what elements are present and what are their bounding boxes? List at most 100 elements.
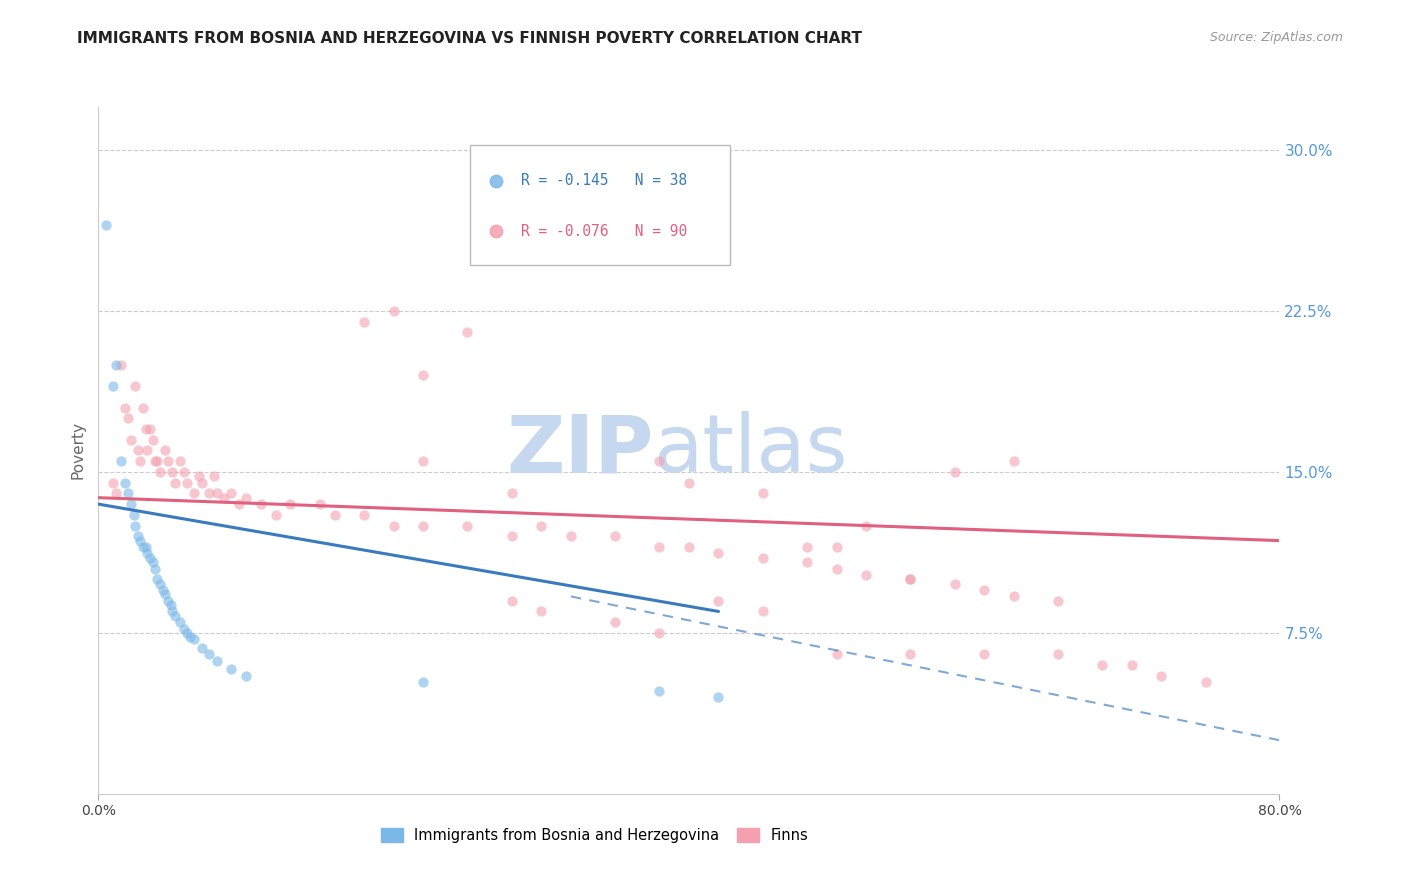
Point	[114, 475, 136, 490]
Point	[183, 632, 205, 647]
Point	[114, 401, 136, 415]
Point	[678, 475, 700, 490]
Point	[132, 401, 155, 415]
Point	[530, 604, 553, 618]
Point	[136, 443, 159, 458]
Point	[501, 486, 523, 500]
Point	[149, 465, 172, 479]
Point	[110, 358, 132, 372]
Point	[648, 683, 671, 698]
Point	[900, 572, 922, 586]
Point	[124, 379, 146, 393]
Point	[110, 454, 132, 468]
Point	[309, 497, 332, 511]
Point	[143, 561, 166, 575]
Point	[153, 587, 176, 601]
Point	[1002, 590, 1025, 604]
Point	[235, 491, 257, 505]
Point	[900, 572, 922, 586]
Point	[1046, 648, 1070, 662]
Point	[973, 582, 995, 597]
Point	[135, 422, 157, 436]
Point	[1121, 658, 1143, 673]
Point	[128, 454, 150, 468]
Point	[142, 433, 165, 447]
Point	[678, 540, 700, 554]
Point	[135, 540, 157, 554]
Point	[501, 593, 523, 607]
Point	[105, 486, 128, 500]
Point	[159, 598, 181, 612]
Point	[1002, 454, 1025, 468]
Point	[120, 433, 142, 447]
Point	[382, 518, 405, 533]
Point	[1046, 593, 1070, 607]
Point	[143, 454, 166, 468]
Point	[707, 546, 730, 561]
Point	[139, 550, 162, 565]
Point	[176, 475, 198, 490]
Point	[250, 497, 273, 511]
Point	[169, 615, 191, 630]
Point	[752, 550, 775, 565]
Point	[187, 469, 209, 483]
Point	[752, 486, 775, 500]
Point	[943, 465, 966, 479]
Point	[94, 218, 117, 232]
Legend: Immigrants from Bosnia and Herzegovina, Finns: Immigrants from Bosnia and Herzegovina, …	[375, 822, 814, 848]
Point	[1195, 675, 1218, 690]
Point	[128, 533, 150, 548]
Point	[943, 576, 966, 591]
Point	[457, 518, 479, 533]
Point	[149, 576, 172, 591]
Point	[176, 626, 198, 640]
Text: ZIP: ZIP	[506, 411, 654, 490]
Point	[264, 508, 287, 522]
Point	[117, 486, 139, 500]
Point	[457, 326, 479, 340]
Point	[132, 540, 155, 554]
Point	[169, 454, 191, 468]
Point	[280, 497, 302, 511]
Point	[707, 690, 730, 705]
Point	[117, 411, 139, 425]
Text: atlas: atlas	[654, 411, 848, 490]
Point	[825, 540, 848, 554]
Point	[825, 648, 848, 662]
Point	[162, 465, 183, 479]
Point	[103, 379, 125, 393]
Point	[501, 529, 523, 543]
Point	[825, 561, 848, 575]
Point	[605, 164, 627, 178]
Point	[707, 593, 730, 607]
Point	[752, 604, 775, 618]
Text: R = -0.076   N = 90: R = -0.076 N = 90	[522, 224, 688, 239]
Text: R = -0.145   N = 38: R = -0.145 N = 38	[522, 173, 688, 188]
Y-axis label: Poverty: Poverty	[70, 421, 86, 480]
Point	[165, 608, 187, 623]
Point	[146, 572, 169, 586]
Point	[973, 648, 995, 662]
Point	[412, 368, 434, 383]
Point	[560, 529, 582, 543]
Point	[202, 469, 225, 483]
Point	[122, 508, 145, 522]
Point	[605, 529, 627, 543]
Point	[152, 582, 174, 597]
Point	[353, 508, 375, 522]
Point	[1091, 658, 1114, 673]
Text: IMMIGRANTS FROM BOSNIA AND HERZEGOVINA VS FINNISH POVERTY CORRELATION CHART: IMMIGRANTS FROM BOSNIA AND HERZEGOVINA V…	[77, 31, 862, 46]
Point	[124, 518, 146, 533]
Point	[235, 669, 257, 683]
Point	[191, 475, 214, 490]
Point	[796, 540, 818, 554]
Point	[323, 508, 346, 522]
Point	[900, 648, 922, 662]
Point	[156, 454, 179, 468]
Point	[146, 454, 169, 468]
Point	[1150, 669, 1173, 683]
Point	[212, 491, 235, 505]
Point	[221, 662, 243, 676]
Point	[530, 518, 553, 533]
Point	[127, 443, 149, 458]
